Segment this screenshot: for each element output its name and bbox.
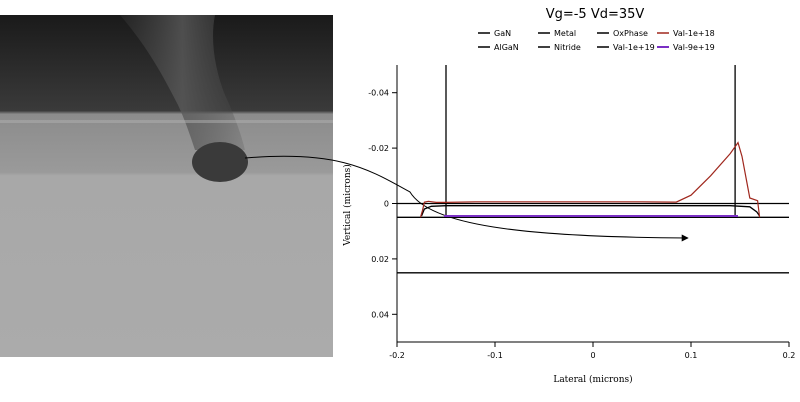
series-val-1e-19-6 [420, 205, 761, 217]
y-tick-label: -0.04 [368, 89, 389, 98]
y-axis-label: Vertical (microns) [342, 164, 353, 247]
series-val-1e-18-7 [419, 141, 761, 218]
x-axis-label: Lateral (microns) [553, 374, 632, 385]
legend-label: Val-1e+19 [613, 43, 655, 52]
x-tick-label: 0.2 [783, 351, 796, 360]
x-tick-label: -0.1 [487, 351, 503, 360]
legend-label: Nitride [554, 43, 581, 52]
legend: GaN Metal OxPhase Val-1e+18 AlGaN Nitride Val-… [478, 29, 715, 52]
y-tick-label: 0.04 [371, 310, 389, 319]
legend-label: Metal [554, 29, 576, 38]
legend-label: Val-1e+18 [673, 29, 715, 38]
plot-area: -0.2 -0.1 0 0.1 0.2 -0.04 -0.02 0 0.02 0.04 [368, 65, 795, 360]
legend-label: Val-9e+19 [673, 43, 715, 52]
legend-label: OxPhase [613, 29, 648, 38]
legend-label: AlGaN [494, 43, 519, 52]
micrograph [0, 15, 333, 357]
x-tick-label: 0.1 [685, 351, 698, 360]
chart-title: Vg=-5 Vd=35V [546, 7, 645, 22]
y-tick-label: -0.02 [368, 144, 389, 153]
connector-arrow [244, 155, 689, 242]
x-tick-label: 0 [590, 351, 595, 360]
y-tick-label: 0.02 [371, 255, 389, 264]
legend-label: GaN [494, 29, 511, 38]
x-tick-label: -0.2 [389, 351, 405, 360]
y-tick-label: 0 [384, 200, 389, 209]
